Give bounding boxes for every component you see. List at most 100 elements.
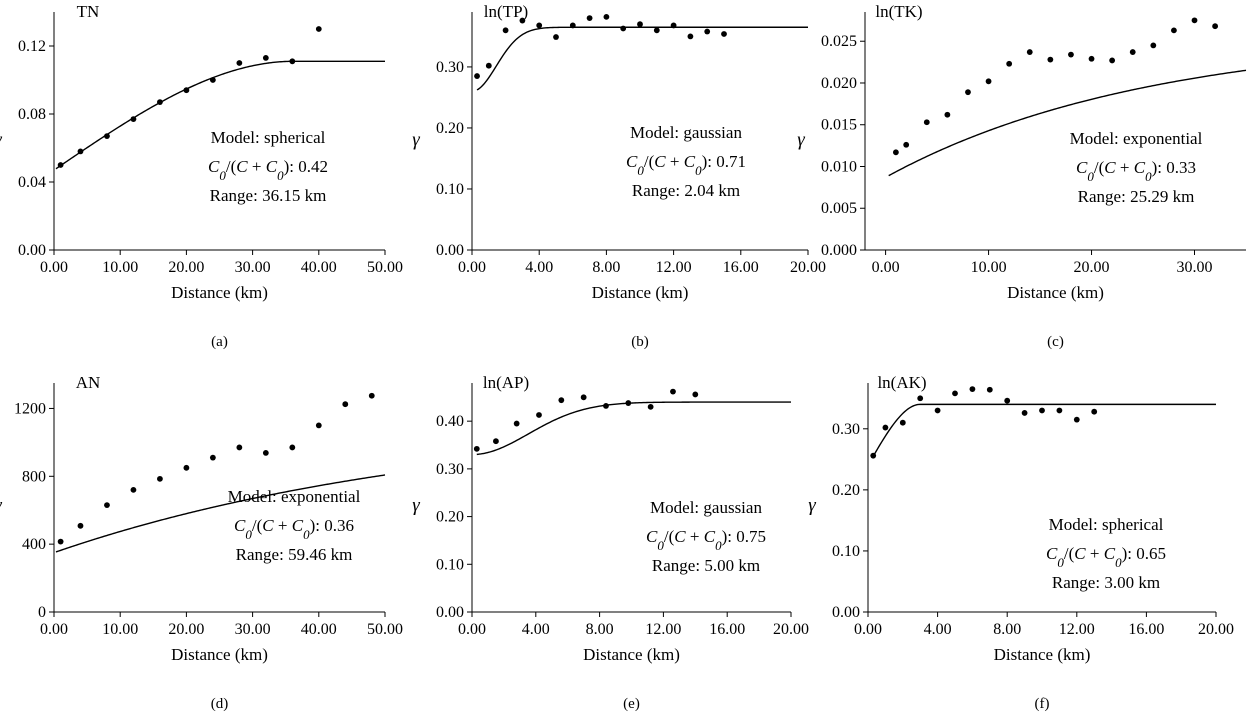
data-point xyxy=(687,33,694,40)
data-point xyxy=(1004,397,1011,404)
x-tick-label: 20.00 xyxy=(1074,259,1110,276)
x-tick-label: 16.00 xyxy=(723,259,759,276)
x-tick-label: 8.00 xyxy=(586,621,614,638)
data-point xyxy=(1150,42,1157,49)
x-tick-label: 30.00 xyxy=(235,621,271,638)
x-tick-label: 0.00 xyxy=(40,621,68,638)
variable-label: TN xyxy=(77,2,100,21)
data-point xyxy=(1088,55,1095,62)
nugget-ratio-annotation: C0/(C + C0): 0.75 xyxy=(646,527,766,553)
x-tick-label: 20.00 xyxy=(168,621,204,638)
nugget-ratio-annotation: C0/(C + C0): 0.71 xyxy=(626,152,746,178)
x-tick-label: 10.00 xyxy=(971,259,1007,276)
data-point xyxy=(519,17,526,24)
data-point xyxy=(1212,23,1219,30)
y-tick-label: 0.025 xyxy=(821,33,857,50)
y-tick-label: 0 xyxy=(38,604,46,621)
y-tick-label: 0.12 xyxy=(18,38,46,55)
data-point xyxy=(57,162,64,168)
range-annotation: Range: 25.29 km xyxy=(1078,187,1195,206)
x-tick-label: 12.00 xyxy=(656,259,692,276)
panel-label: (e) xyxy=(623,696,640,712)
x-tick-label: 30.00 xyxy=(1177,259,1213,276)
data-point xyxy=(536,22,543,29)
y-tick-label: 0.30 xyxy=(436,461,464,478)
data-point xyxy=(985,78,992,85)
model-curve xyxy=(476,26,808,91)
x-tick-label: 8.00 xyxy=(993,621,1021,638)
x-tick-label: 10.00 xyxy=(102,259,138,276)
nugget-ratio-annotation: C0/(C + C0): 0.36 xyxy=(234,516,354,542)
y-tick-label: 0.08 xyxy=(18,106,46,123)
x-tick-label: 30.00 xyxy=(235,259,271,276)
data-point xyxy=(903,141,910,148)
y-axis-title: γ xyxy=(0,495,2,516)
y-tick-label: 0.10 xyxy=(436,181,464,198)
x-tick-label: 12.00 xyxy=(1059,621,1095,638)
model-annotation: Model: spherical xyxy=(1049,515,1164,534)
nugget-ratio-annotation: C0/(C + C0): 0.33 xyxy=(1076,158,1196,184)
data-point xyxy=(899,419,906,426)
panel-label: (a) xyxy=(211,334,228,350)
data-point xyxy=(77,522,84,529)
data-point xyxy=(969,386,976,393)
nugget-ratio-annotation: C0/(C + C0): 0.42 xyxy=(208,157,328,183)
range-annotation: Range: 3.00 km xyxy=(1052,573,1160,592)
y-tick-label: 800 xyxy=(22,468,46,485)
y-tick-label: 0.20 xyxy=(436,120,464,137)
x-axis-title: Distance (km) xyxy=(1007,283,1104,302)
data-point xyxy=(870,452,877,459)
variogram-panel: 0.00 4.00 8.00 12.00 16.00 20.00 0.00 0.10 0.20 0… xyxy=(412,373,809,712)
y-axis-title: γ xyxy=(412,129,420,150)
x-axis-title: Distance (km) xyxy=(171,645,268,664)
data-point xyxy=(183,464,190,471)
y-tick-label: 0.30 xyxy=(436,59,464,76)
y-axis-title: γ xyxy=(0,129,2,150)
model-curve xyxy=(872,403,1216,457)
variable-label: ln(TK) xyxy=(875,2,922,21)
x-axis-title: Distance (km) xyxy=(583,645,680,664)
x-tick-label: 20.00 xyxy=(790,259,826,276)
data-point xyxy=(923,119,930,126)
x-axis-title: Distance (km) xyxy=(994,645,1091,664)
data-point xyxy=(1171,27,1177,34)
y-tick-label: 0.005 xyxy=(821,200,857,217)
data-point xyxy=(236,444,243,451)
data-point xyxy=(580,394,587,401)
model-annotation: Model: exponential xyxy=(228,487,361,506)
data-point xyxy=(965,89,971,96)
variable-label: ln(TP) xyxy=(484,2,528,21)
x-tick-label: 0.00 xyxy=(458,621,486,638)
y-axis-title: γ xyxy=(797,129,805,150)
data-point xyxy=(473,445,480,452)
variogram-panel: 0.00 10.00 20.00 30.00 0.000 0.005 0.010 0.015 0… xyxy=(797,2,1247,350)
panel-label: (b) xyxy=(631,334,649,350)
data-point xyxy=(586,15,593,22)
data-point xyxy=(474,73,480,79)
data-point xyxy=(342,401,349,408)
data-point xyxy=(704,28,711,35)
y-tick-label: 0.40 xyxy=(436,413,464,430)
data-point xyxy=(130,116,137,122)
data-point xyxy=(1021,410,1028,416)
data-point xyxy=(262,55,269,61)
model-annotation: Model: gaussian xyxy=(650,498,762,517)
x-tick-label: 0.00 xyxy=(458,259,486,276)
y-axis-title: γ xyxy=(412,495,420,516)
data-point xyxy=(625,400,632,406)
data-point xyxy=(1068,51,1074,58)
y-tick-label: 0.020 xyxy=(821,75,857,92)
y-tick-label: 0.00 xyxy=(436,242,464,259)
data-point xyxy=(892,149,899,156)
variogram-panel: 0.00 10.00 20.00 30.00 40.00 50.00 0 400 800 1200… xyxy=(0,373,403,712)
y-tick-label: 400 xyxy=(22,536,46,553)
y-tick-label: 0.00 xyxy=(832,604,860,621)
data-point xyxy=(1073,416,1080,423)
data-point xyxy=(315,26,322,32)
data-point xyxy=(670,388,676,395)
data-point xyxy=(183,87,190,94)
panel-label: (f) xyxy=(1035,696,1050,712)
variable-label: AN xyxy=(76,373,101,392)
data-point xyxy=(104,502,110,509)
data-point xyxy=(692,391,699,398)
